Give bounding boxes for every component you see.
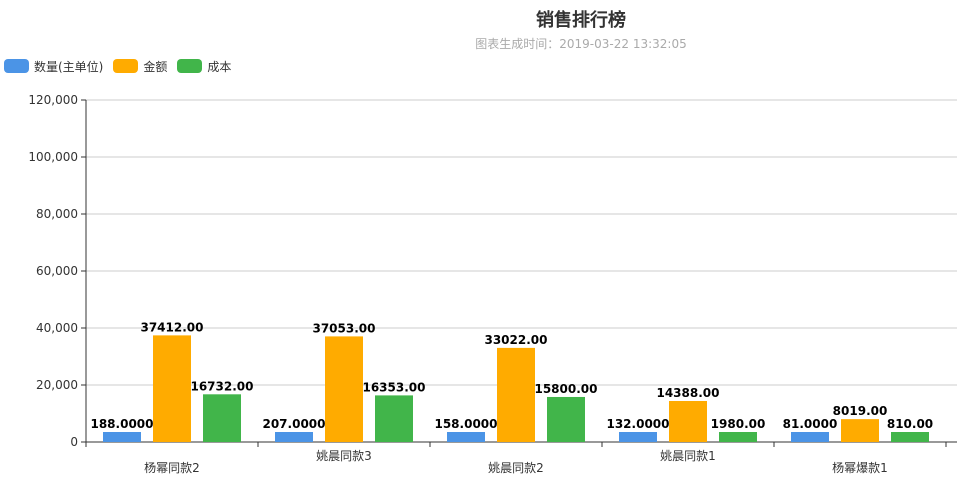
y-tick-label: 60,000 [36,264,78,278]
x-category-label: 姚晨同款2 [488,461,544,475]
data-label: 132.0000 [606,417,669,431]
bar[interactable] [791,432,829,442]
legend-label: 成本 [207,59,232,74]
y-tick-label: 80,000 [36,207,78,221]
data-label: 8019.00 [833,404,888,418]
legend-swatch [177,59,203,73]
bar[interactable] [619,432,657,442]
legend-item[interactable]: 金额 [113,58,167,75]
data-label: 14388.00 [656,386,719,400]
bar[interactable] [375,395,413,442]
bar[interactable] [447,432,485,442]
legend-label: 数量(主单位) [34,59,104,74]
bar[interactable] [547,396,585,442]
y-tick-label: 20,000 [36,378,78,392]
data-label: 15800.00 [534,382,597,396]
data-label: 81.0000 [783,417,838,431]
bar[interactable] [275,432,313,442]
data-label: 1980.00 [711,417,766,431]
legend-item[interactable]: 数量(主单位) [4,58,103,75]
bar[interactable] [841,419,879,442]
data-label: 33022.00 [484,333,547,347]
y-tick-label: 100,000 [28,150,78,164]
legend-swatch [113,59,139,73]
bar[interactable] [719,432,757,442]
data-label: 37053.00 [312,321,375,335]
bar[interactable] [153,335,191,442]
y-tick-label: 0 [70,435,78,449]
legend-label: 金额 [143,59,168,74]
x-category-label: 姚晨同款3 [316,449,372,463]
y-tick-label: 40,000 [36,321,78,335]
data-label: 810.00 [887,417,933,431]
data-label: 37412.00 [140,320,203,334]
y-tick-label: 120,000 [28,93,78,107]
bar[interactable] [497,347,535,442]
data-label: 188.0000 [90,417,153,431]
legend-item[interactable]: 成本 [177,58,231,75]
x-category-label: 姚晨同款1 [660,449,716,463]
chart-subtitle: 图表生成时间：2019-03-22 13:32:05 [475,37,687,51]
bar[interactable] [325,336,363,442]
legend-swatch [4,59,29,73]
bar[interactable] [891,432,929,442]
x-category-label: 杨幂爆款1 [832,460,888,475]
data-label: 16732.00 [190,379,253,393]
chart-legend: 数量(主单位) 金额 成本 [4,58,241,74]
data-label: 158.0000 [434,417,497,431]
bar[interactable] [669,400,707,442]
bar[interactable] [203,394,241,442]
chart-title: 销售排行榜 [536,10,626,31]
x-category-label: 杨幂同款2 [144,460,200,475]
data-label: 16353.00 [362,380,425,394]
bar[interactable] [103,432,141,442]
data-label: 207.0000 [262,417,325,431]
